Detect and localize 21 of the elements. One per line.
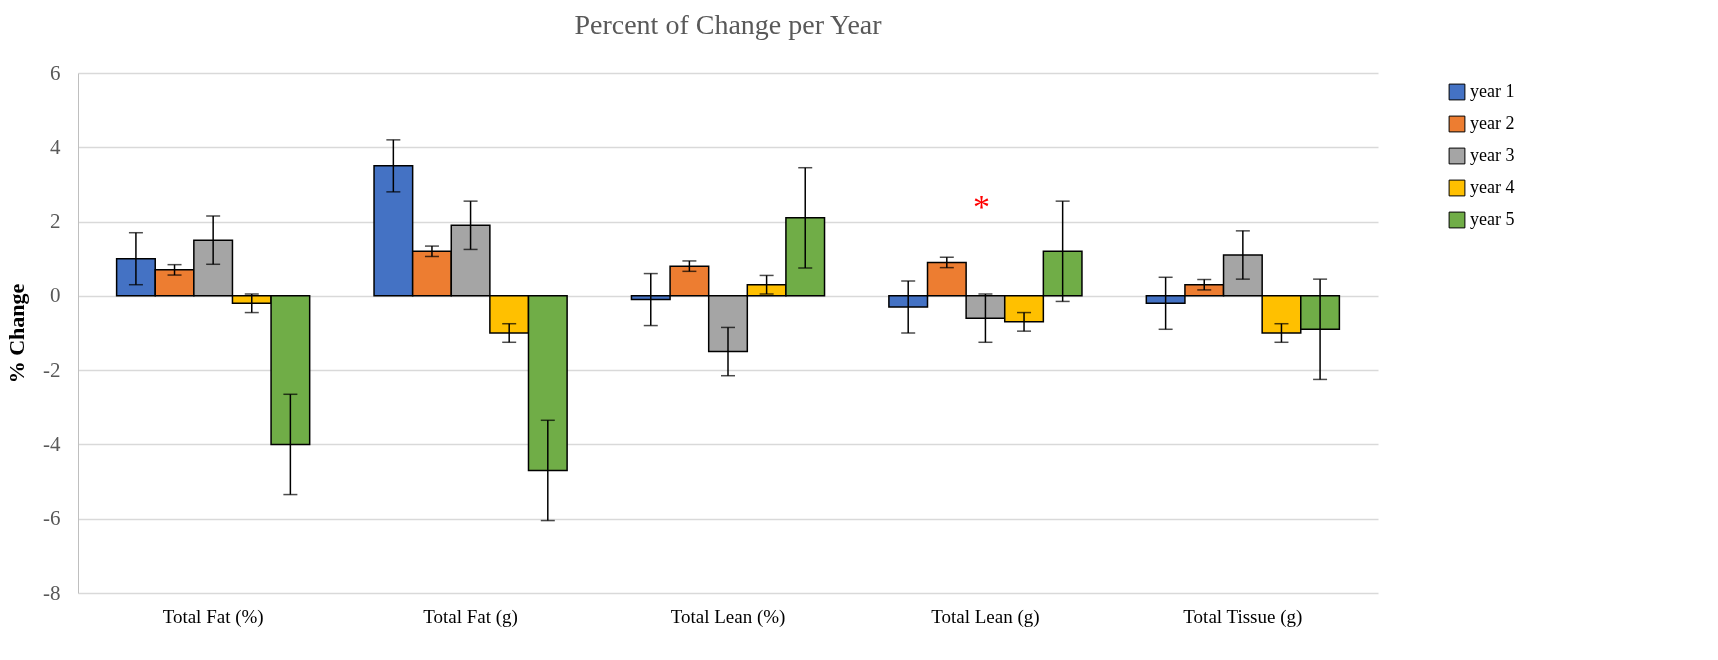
y-tick-label: -2	[43, 357, 61, 382]
x-tick-label: Total Lean (g)	[931, 605, 1040, 628]
y-axis-title: % Change	[4, 283, 30, 384]
y-tick-label: -8	[43, 580, 61, 605]
legend-label: year 4	[1470, 177, 1515, 197]
legend-label: year 5	[1470, 209, 1515, 229]
y-tick-label: 0	[50, 283, 61, 308]
y-tick-label: -6	[43, 506, 61, 531]
x-tick-label: Total Tissue (g)	[1183, 605, 1303, 628]
chart-title: Percent of Change per Year	[574, 9, 883, 40]
x-tick-label: Total Fat (g)	[423, 605, 518, 628]
x-tick-label: Total Fat (%)	[162, 605, 264, 628]
annotation: *	[973, 188, 990, 226]
y-tick-label: 4	[50, 134, 61, 159]
y-tick-label: 2	[50, 209, 61, 234]
legend-label: year 2	[1470, 113, 1515, 133]
y-tick-label: -4	[43, 431, 61, 456]
legend-label: year 1	[1470, 81, 1515, 101]
legend-label: year 3	[1470, 145, 1515, 165]
y-tick-label: 6	[50, 60, 61, 85]
x-tick-label: Total Lean (%)	[670, 605, 786, 628]
